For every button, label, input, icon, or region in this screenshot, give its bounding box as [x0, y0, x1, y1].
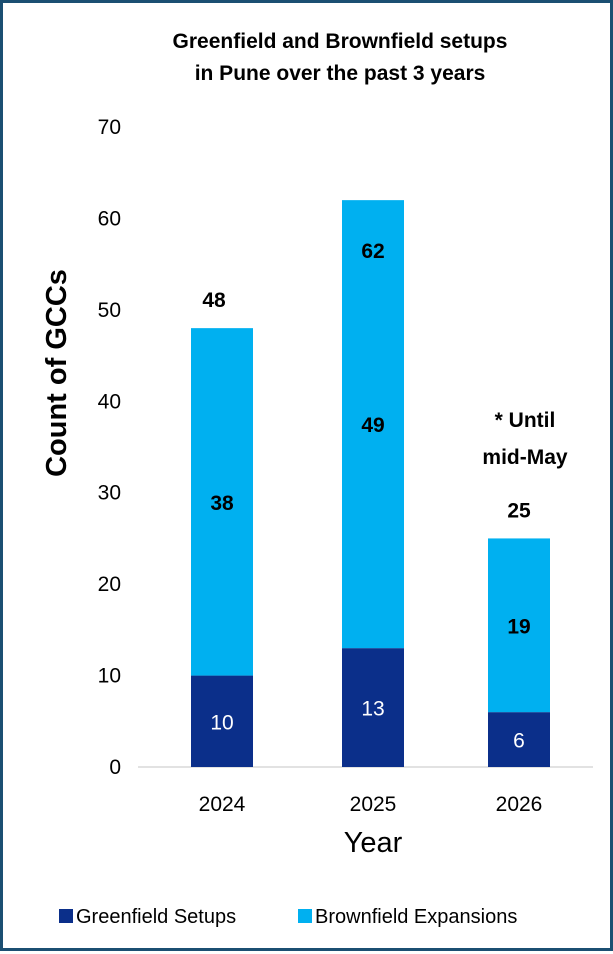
- chart-title: Greenfield and Brownfield setups in Pune…: [173, 30, 508, 85]
- bar-brownfield-2024: [191, 328, 253, 676]
- chart-title-line-2: in Pune over the past 3 years: [195, 62, 486, 85]
- bar-greenfield-2024: [191, 675, 253, 767]
- y-tick-label: 30: [98, 482, 121, 505]
- value-labels: 10 38 48 13 49 62 6 19 25: [202, 240, 531, 752]
- data-label-greenfield-2026: 6: [513, 730, 525, 753]
- chart-title-line-1: Greenfield and Brownfield setups: [173, 30, 508, 53]
- data-label-greenfield-2024: 10: [210, 711, 233, 734]
- bar-greenfield-2026: [488, 712, 550, 767]
- y-tick-label: 60: [98, 207, 121, 230]
- data-label-brownfield-2025: 49: [361, 414, 384, 437]
- y-axis-label: Count of GCCs: [41, 269, 73, 477]
- y-tick-label: 50: [98, 299, 121, 322]
- bar-greenfield-2025: [342, 648, 404, 767]
- data-label-brownfield-2026: 19: [507, 615, 530, 638]
- annotation-line-1: * Until: [495, 409, 556, 432]
- y-tick-label: 40: [98, 390, 121, 413]
- data-label-brownfield-2024: 38: [210, 492, 234, 515]
- x-tick-label-2025: 2025: [350, 793, 397, 816]
- x-axis-ticks: 2024 2025 2026: [199, 793, 543, 816]
- y-tick-label: 10: [98, 665, 121, 688]
- x-tick-label-2026: 2026: [496, 793, 543, 816]
- stacked-bar-chart: Greenfield and Brownfield setups in Pune…: [41, 30, 593, 928]
- total-label-2024: 48: [202, 289, 226, 312]
- x-axis-label: Year: [344, 827, 403, 859]
- total-label-2025: 62: [361, 240, 384, 263]
- bars: [191, 200, 550, 767]
- y-tick-label: 20: [98, 573, 121, 596]
- annotation-line-2: mid-May: [482, 446, 568, 469]
- y-axis-ticks: 0 10 20 30 40 50 60 70: [98, 116, 121, 779]
- total-label-2026: 25: [507, 499, 531, 522]
- legend-label-brownfield: Brownfield Expansions: [315, 906, 517, 928]
- legend-swatch-greenfield: [59, 909, 73, 923]
- legend-swatch-brownfield: [298, 909, 312, 923]
- bar-brownfield-2026: [488, 538, 550, 713]
- legend-label-greenfield: Greenfield Setups: [76, 906, 236, 928]
- x-tick-label-2024: 2024: [199, 793, 246, 816]
- legend: Greenfield Setups Brownfield Expansions: [59, 906, 517, 928]
- y-tick-label: 70: [98, 116, 121, 139]
- y-tick-label: 0: [109, 756, 121, 779]
- data-label-greenfield-2025: 13: [361, 698, 384, 721]
- bar-brownfield-2025: [342, 200, 404, 649]
- annotation-until-mid-may: * Until mid-May: [482, 409, 568, 469]
